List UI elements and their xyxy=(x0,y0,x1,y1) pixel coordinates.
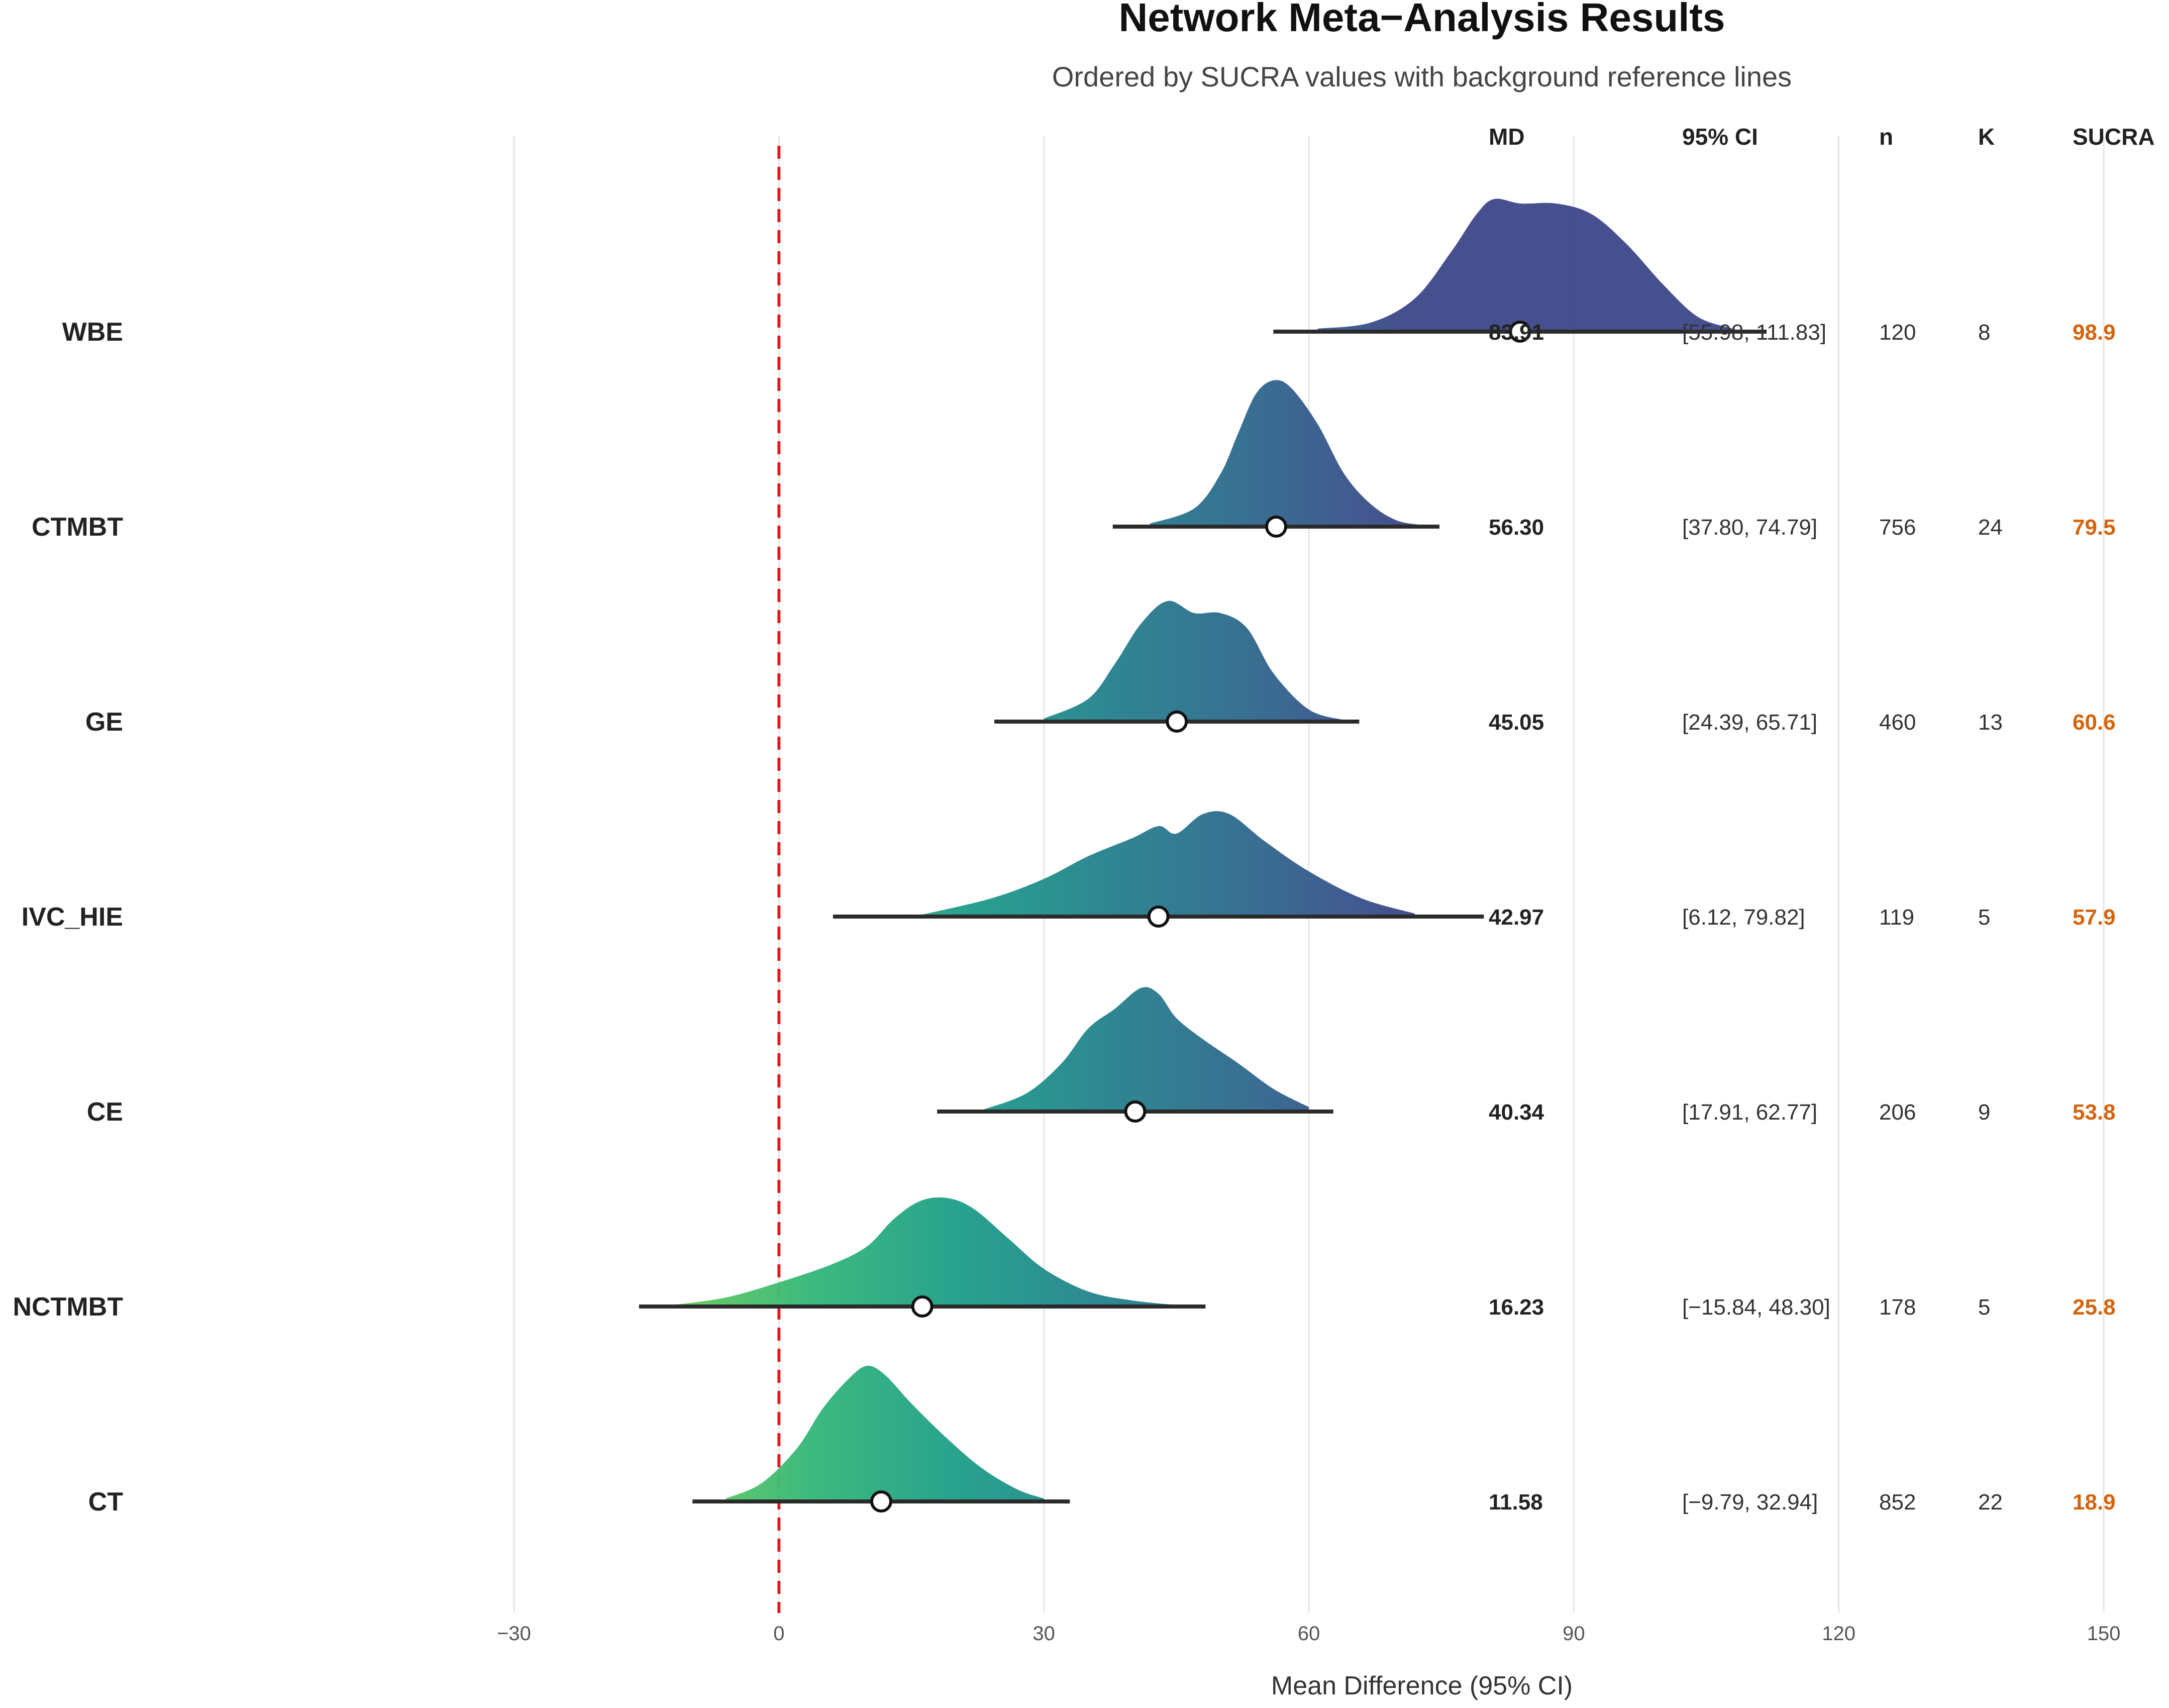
treatment-label: GE xyxy=(85,708,123,737)
column-header: 95% CI xyxy=(1682,124,1758,150)
treatment-label: WBE xyxy=(62,318,123,347)
x-tick-label: 150 xyxy=(2087,1623,2121,1645)
treatment-labels: WBE CTMBT GE IVC_HIE CE NCTMBT CT xyxy=(13,318,123,1517)
column-header: MD xyxy=(1489,124,1525,150)
point-estimate xyxy=(1166,711,1188,733)
ci-cell: [6.12, 79.82] xyxy=(1682,905,1805,930)
point-estimate xyxy=(1509,321,1531,343)
x-axis-ticks: −30 0 30 60 90 120 150 xyxy=(497,1623,2120,1645)
n-cell: 119 xyxy=(1879,905,1914,930)
x-tick-label: 0 xyxy=(773,1623,784,1645)
column-header: K xyxy=(1978,124,1995,150)
ci-cell: [55.98, 111.83] xyxy=(1682,320,1826,345)
k-cell: 24 xyxy=(1978,515,2003,540)
n-cell: 178 xyxy=(1879,1295,1916,1320)
sucra-cell: 57.9 xyxy=(2073,905,2116,930)
results-table: 83.91 [55.98, 111.83] 120 8 98.9 56.30 [37.80,… xyxy=(1489,320,2116,1515)
density-ridge xyxy=(982,987,1309,1112)
column-header: n xyxy=(1879,124,1893,150)
x-axis-label: Mean Difference (95% CI) xyxy=(1271,1671,1573,1700)
x-tick-label: 30 xyxy=(1032,1623,1055,1645)
density-ridges xyxy=(673,198,1733,1501)
density-ridge xyxy=(726,1365,1044,1501)
ci-cell: [−9.79, 32.94] xyxy=(1682,1490,1818,1515)
n-cell: 120 xyxy=(1879,320,1916,345)
x-tick-label: 120 xyxy=(1822,1623,1855,1645)
density-ridge xyxy=(1044,600,1345,722)
treatment-label: IVC_HIE xyxy=(22,902,123,932)
x-tick-label: 60 xyxy=(1298,1623,1320,1645)
table-headers: MD 95% CI n K SUCRA xyxy=(1489,124,2155,150)
ci-cell: [17.91, 62.77] xyxy=(1682,1100,1817,1125)
md-cell: 45.05 xyxy=(1489,710,1544,735)
sucra-cell: 18.9 xyxy=(2073,1490,2116,1515)
md-cell: 83.91 xyxy=(1489,320,1544,345)
ci-cell: [24.39, 65.71] xyxy=(1682,710,1817,735)
sucra-cell: 79.5 xyxy=(2073,515,2116,540)
density-ridge xyxy=(1317,198,1733,332)
chart-title: Network Meta−Analysis Results xyxy=(1118,0,1725,40)
point-estimate xyxy=(870,1490,892,1513)
k-cell: 5 xyxy=(1978,905,1990,930)
sucra-cell: 60.6 xyxy=(2073,710,2116,735)
column-header: SUCRA xyxy=(2073,124,2155,150)
sucra-cell: 98.9 xyxy=(2073,320,2116,345)
x-tick-label: −30 xyxy=(497,1623,531,1645)
sucra-cell: 25.8 xyxy=(2073,1295,2116,1320)
n-cell: 852 xyxy=(1879,1490,1916,1515)
treatment-label: CTMBT xyxy=(32,513,123,542)
ci-cell: [−15.84, 48.30] xyxy=(1682,1295,1830,1320)
md-cell: 16.23 xyxy=(1489,1295,1544,1320)
x-tick-label: 90 xyxy=(1563,1623,1585,1645)
sucra-cell: 53.8 xyxy=(2073,1100,2116,1125)
treatment-label: CT xyxy=(88,1487,124,1517)
md-cell: 56.30 xyxy=(1489,515,1544,540)
point-estimate xyxy=(911,1295,934,1318)
md-cell: 42.97 xyxy=(1489,905,1544,930)
point-estimate xyxy=(1265,516,1287,538)
k-cell: 9 xyxy=(1978,1100,1990,1125)
md-cell: 11.58 xyxy=(1489,1490,1543,1515)
n-cell: 206 xyxy=(1879,1100,1916,1125)
point-estimates xyxy=(870,321,1531,1513)
ci-cell: [37.80, 74.79] xyxy=(1682,515,1817,540)
k-cell: 5 xyxy=(1978,1295,1990,1320)
n-cell: 460 xyxy=(1879,710,1916,735)
treatment-label: CE xyxy=(87,1097,123,1127)
density-ridge xyxy=(1150,380,1424,527)
k-cell: 8 xyxy=(1978,320,1990,345)
density-ridge xyxy=(673,1197,1177,1307)
n-cell: 756 xyxy=(1879,515,1916,540)
treatment-label: NCTMBT xyxy=(13,1292,123,1322)
chart-subtitle: Ordered by SUCRA values with background … xyxy=(1052,61,1792,92)
density-ridge xyxy=(920,811,1415,917)
k-cell: 22 xyxy=(1978,1490,2003,1515)
point-estimate xyxy=(1124,1100,1147,1123)
md-cell: 40.34 xyxy=(1489,1100,1544,1125)
point-estimate xyxy=(1147,906,1170,928)
k-cell: 13 xyxy=(1978,710,2003,735)
